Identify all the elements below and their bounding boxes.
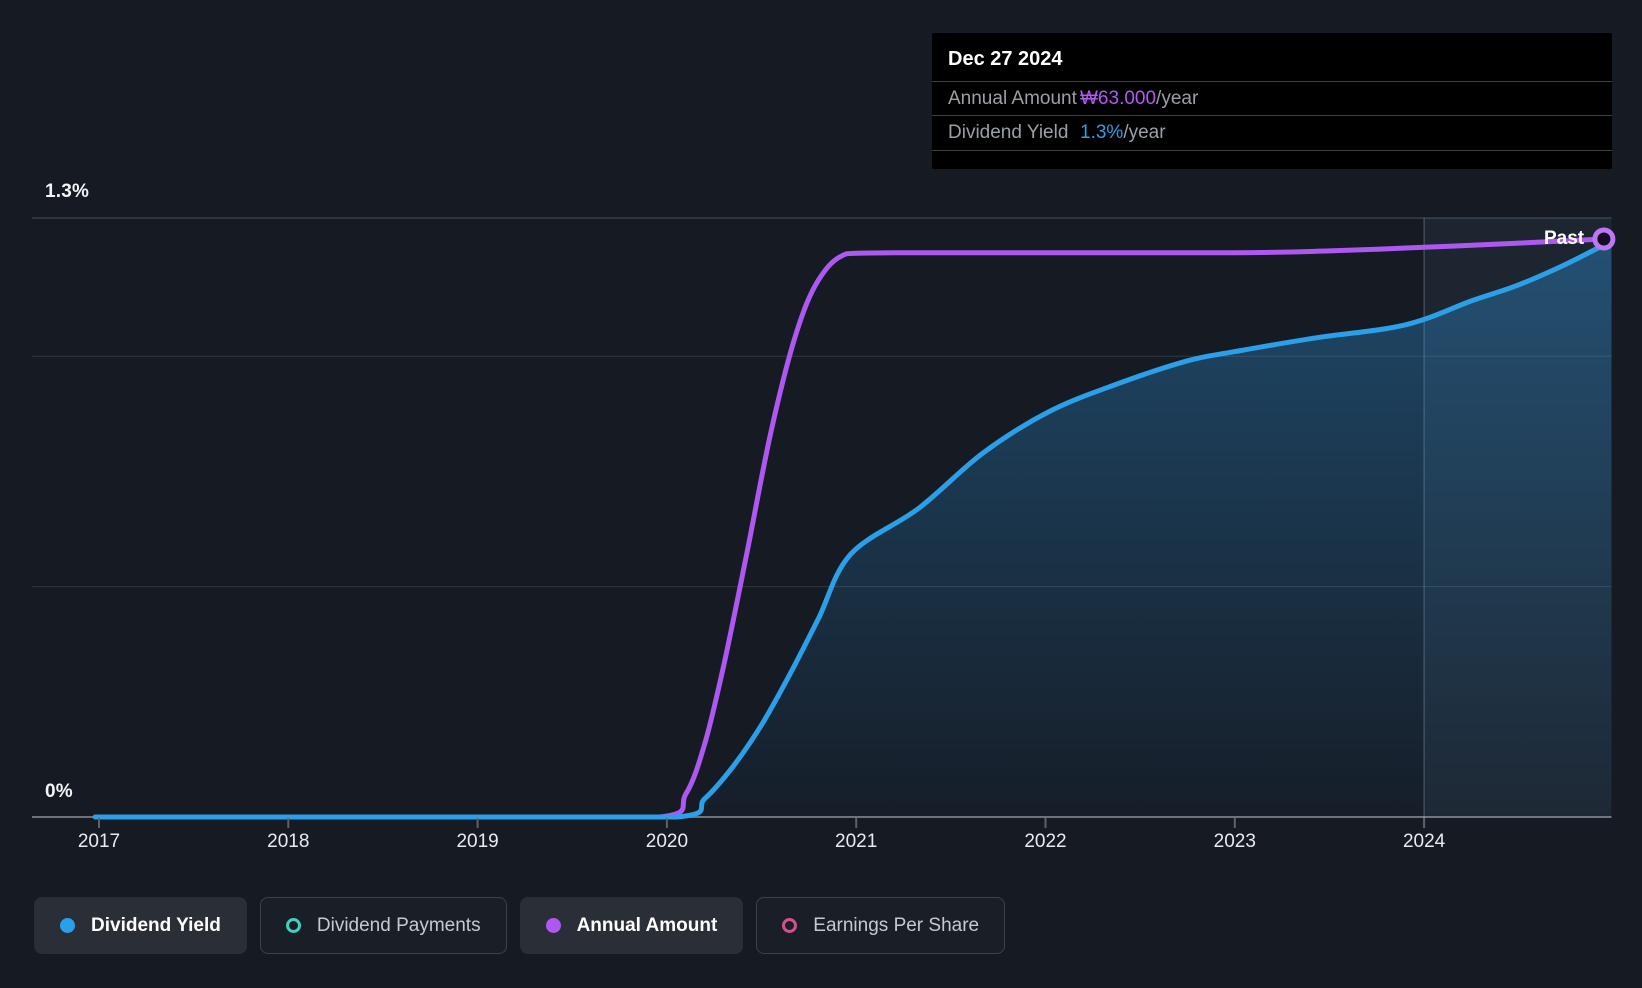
x-tick-label: 2017: [77, 831, 121, 852]
x-tick-label: 2020: [645, 831, 689, 852]
y-axis-max-label: 1.3%: [45, 181, 90, 202]
legend-label: Earnings Per Share: [813, 914, 980, 936]
legend-label: Annual Amount: [576, 914, 718, 936]
dividend-yield-area: [95, 241, 1612, 817]
dividend-yield-line: [92, 238, 1614, 820]
tooltip-value-suffix: /year: [1156, 87, 1199, 109]
past-region-label: Past: [1544, 228, 1585, 249]
tooltip-date: Dec 27 2024: [932, 33, 1612, 82]
annual-amount-dot-icon: [545, 918, 561, 933]
legend-earnings-per-share-button[interactable]: Earnings Per Share: [756, 897, 1006, 954]
chart-legend: Dividend Yield Dividend Payments Annual …: [34, 897, 1006, 954]
tooltip-row-annual-amount: Annual Amount ₩63.000/year: [932, 82, 1612, 116]
x-tick-label: 2018: [267, 831, 310, 852]
chart-tooltip: Dec 27 2024 Annual Amount ₩63.000/year D…: [932, 33, 1612, 169]
earnings-per-share-ring-icon: [782, 918, 798, 933]
dividend-payments-ring-icon: [285, 918, 301, 933]
dividend-yield-dot-icon: [60, 918, 75, 933]
tooltip-label: Dividend Yield: [948, 122, 1069, 143]
tooltip-value-dividend-yield: 1.3%: [1080, 122, 1124, 143]
x-tick-label: 2022: [1024, 831, 1067, 852]
x-tick-label: 2024: [1402, 831, 1446, 852]
y-axis-zero-label: 0%: [45, 781, 73, 802]
legend-label: Dividend Yield: [91, 914, 221, 936]
axis-ticks: [98, 818, 1426, 828]
x-tick-label: 2023: [1213, 831, 1256, 852]
annual-amount-end-marker: [1592, 227, 1616, 251]
tooltip-label: Annual Amount: [948, 87, 1077, 109]
x-tick-label: 2019: [456, 831, 499, 852]
legend-annual-amount-button[interactable]: Annual Amount: [519, 897, 744, 954]
tooltip-row-dividend-yield: Dividend Yield 1.3%/year: [932, 116, 1612, 151]
legend-label: Dividend Payments: [316, 914, 481, 936]
tooltip-value-suffix: /year: [1123, 122, 1166, 143]
tooltip-value-annual-amount: ₩63.000: [1080, 87, 1157, 109]
legend-dividend-yield-button[interactable]: Dividend Yield: [34, 897, 247, 954]
x-tick-label: 2021: [835, 831, 878, 852]
legend-dividend-payments-button[interactable]: Dividend Payments: [259, 897, 507, 954]
